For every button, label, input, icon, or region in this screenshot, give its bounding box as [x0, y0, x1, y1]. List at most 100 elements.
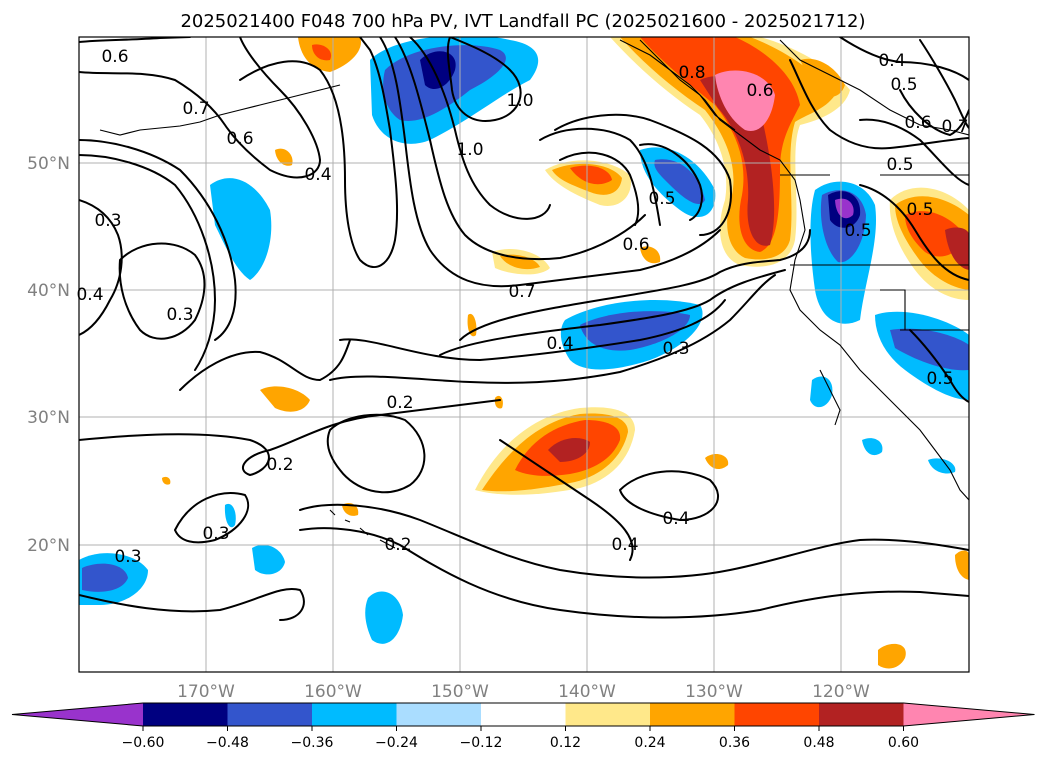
pink-region — [715, 70, 775, 131]
colorbar-segment — [650, 703, 735, 726]
contour-label: 0.6 — [746, 81, 773, 101]
warm-region — [570, 165, 612, 185]
warm-region — [800, 58, 845, 97]
contour-label: 0.5 — [926, 369, 953, 389]
contour-label: 0.4 — [662, 509, 689, 529]
colorbar-segment — [396, 703, 482, 726]
contour-line — [174, 492, 250, 544]
contour-line — [79, 199, 123, 336]
latitude-labels: 50°N 40°N 30°N 20°N — [27, 154, 70, 556]
coastline — [779, 39, 969, 136]
colorbar-extension-low — [12, 703, 143, 726]
contour-label: 0.7 — [508, 282, 535, 302]
lon-label: 170°W — [177, 682, 235, 702]
contour-line — [559, 151, 640, 226]
contour-line — [79, 139, 237, 341]
coastlines — [99, 39, 969, 549]
coastline — [639, 39, 736, 131]
warm-region — [878, 643, 906, 669]
contour-line — [919, 39, 969, 129]
contour-label: 0.2 — [384, 535, 411, 555]
warm-region — [260, 386, 310, 412]
colorbar-tick-label: 0.12 — [550, 735, 581, 751]
contour-label: 1.0 — [456, 140, 483, 160]
warm-region — [500, 254, 540, 270]
lat-label: 20°N — [27, 536, 70, 556]
contour-line — [859, 118, 969, 186]
contour-label: 0.3 — [202, 524, 229, 544]
contour-label: 1.0 — [506, 91, 533, 111]
contour-line — [459, 229, 811, 341]
contour-line — [639, 143, 703, 221]
blue-region — [252, 544, 285, 575]
colorbar: −0.60 −0.48 −0.36 −0.24 −0.12 0.12 0.24 0.36 0.4… — [11, 702, 1035, 751]
blue-region — [365, 591, 403, 644]
colorbar-tick-label: 0.48 — [803, 735, 834, 751]
map-background — [79, 37, 969, 672]
colorbar-tick-label: −0.36 — [291, 735, 334, 751]
contour-line — [79, 588, 305, 621]
contour-label: 0.6 — [101, 47, 128, 67]
contour-line — [439, 269, 786, 356]
lon-label: 140°W — [558, 682, 616, 702]
lat-label: 40°N — [27, 281, 70, 301]
colorbar-segment — [565, 703, 651, 726]
contour-label: 0.4 — [76, 285, 103, 305]
map-frame — [78, 36, 970, 673]
colorbar-segment — [312, 703, 397, 726]
colorbar-segment — [819, 703, 904, 726]
contour-label: 0.4 — [546, 334, 573, 354]
contour-label: 0.2 — [386, 393, 413, 413]
contour-label: 0.5 — [886, 155, 913, 175]
colorbar-tick-label: 0.24 — [634, 735, 665, 751]
contour-line — [839, 37, 969, 81]
coastline — [619, 39, 969, 501]
colorbar-tick-label: 0.36 — [719, 735, 750, 751]
aleutian-chain — [99, 84, 341, 136]
warm-region — [162, 476, 171, 485]
blue-region — [928, 458, 956, 474]
colorbar-segment — [227, 703, 313, 726]
longitude-labels: 170°W 160°W 150°W 140°W 130°W 120°W — [177, 682, 870, 702]
blue-region — [82, 563, 128, 592]
warm-region — [548, 438, 590, 462]
contour-line — [299, 527, 969, 619]
warm-region — [705, 454, 729, 470]
contour-line — [859, 184, 969, 281]
contour-label: 0.5 — [648, 189, 675, 209]
lon-label: 150°W — [431, 682, 489, 702]
warm-region — [494, 395, 503, 409]
filled-pv-anomaly — [79, 37, 969, 669]
figure-title: 2025021400 F048 700 hPa PV, IVT Landfall… — [180, 11, 865, 32]
contour-line — [499, 439, 634, 561]
contour-line — [339, 299, 726, 361]
colorbar-segment — [734, 703, 820, 726]
contour-line — [329, 274, 776, 384]
baja-coast — [819, 369, 841, 426]
contour-label: 0.5 — [890, 75, 917, 95]
contour-line — [619, 470, 720, 521]
contour-line — [118, 242, 206, 340]
contour-label: 0.3 — [94, 211, 121, 231]
contour-label: 0.6 — [622, 235, 649, 255]
colorbar-tick-label: −0.12 — [460, 735, 503, 751]
contour-labels: 0.6 0.7 0.6 0.4 0.3 0.4 0.3 1.0 1.0 0.7 … — [76, 47, 968, 567]
lat-label: 50°N — [27, 154, 70, 174]
contour-line — [326, 413, 426, 494]
lon-label: 160°W — [304, 682, 362, 702]
contour-label: 0.8 — [678, 63, 705, 83]
purple-region — [835, 198, 854, 219]
contour-label: 0.3 — [166, 305, 193, 325]
contour-line — [446, 37, 522, 122]
contour-label: 0.5 — [906, 200, 933, 220]
colorbar-tick-label: −0.60 — [122, 735, 165, 751]
warm-region — [955, 550, 969, 580]
warm-region — [275, 148, 293, 166]
lon-label: 120°W — [812, 682, 870, 702]
blue-region — [890, 328, 969, 371]
contour-line — [554, 113, 732, 236]
contour-line — [539, 127, 661, 226]
warm-region — [312, 44, 332, 61]
hawaii-islands — [329, 509, 396, 549]
